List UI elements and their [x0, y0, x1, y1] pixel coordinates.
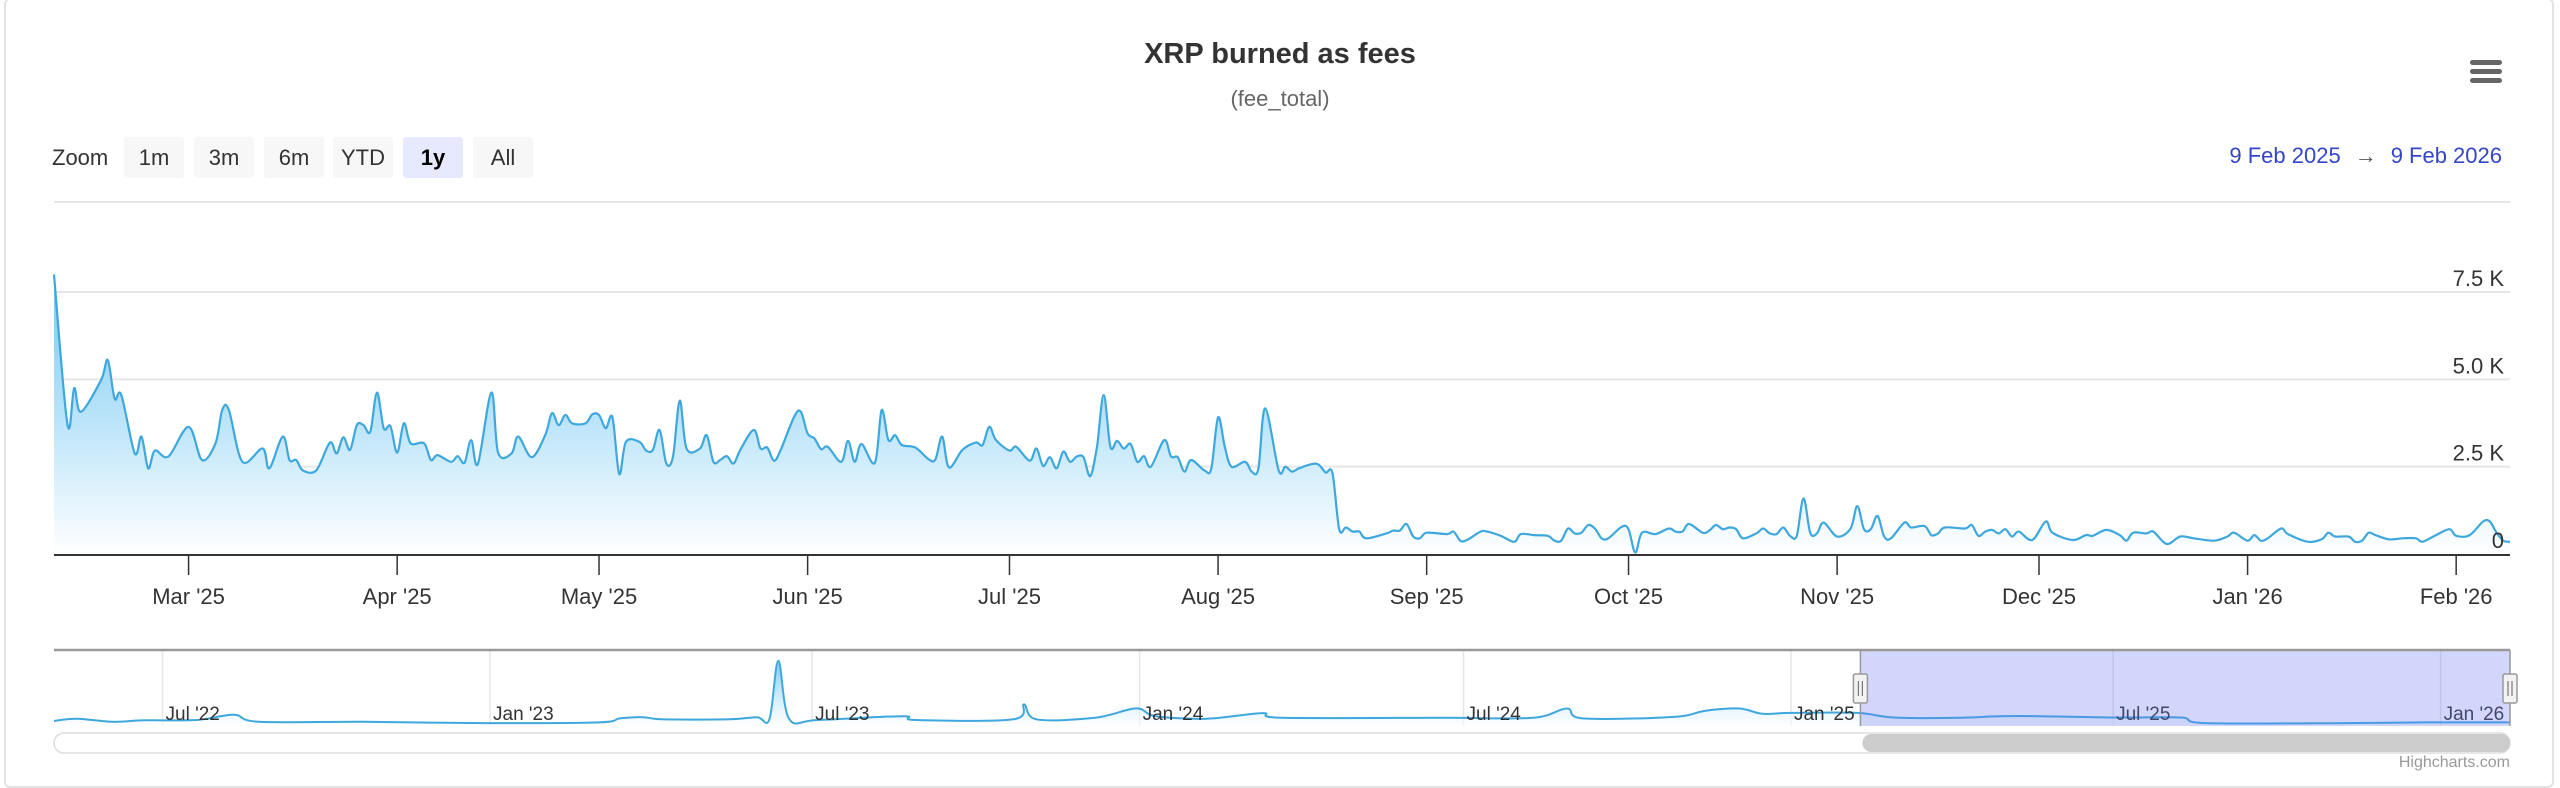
x-tick-label: Mar '25: [152, 584, 225, 609]
y-tick-label: 0: [2492, 528, 2504, 553]
x-tick-label: Jan '26: [2212, 584, 2282, 609]
x-tick-label: Aug '25: [1181, 584, 1255, 609]
navigator-selection-mask: [1860, 650, 2510, 726]
range-arrow: →: [2354, 143, 2377, 168]
y-tick-label: 2.5 K: [2453, 441, 2505, 466]
navigator-left-handle[interactable]: [1852, 673, 1869, 704]
x-tick-label: Dec '25: [2002, 584, 2076, 609]
series-area: [54, 274, 2510, 554]
x-tick-label: Sep '25: [1390, 584, 1464, 609]
navigator-tick-label: Jan '26: [2444, 704, 2505, 725]
zoom-1m-button[interactable]: 1m: [124, 137, 184, 178]
x-tick-label: Jun '25: [772, 584, 842, 609]
navigator-tick-label: Jul '24: [1467, 704, 1522, 725]
x-tick-label: Jul '25: [978, 584, 1041, 609]
navigator-tick-label: Jul '25: [2116, 704, 2170, 725]
series-line: [52, 274, 2511, 554]
date-range: 9 Feb 2025 → 9 Feb 2026: [2229, 143, 2502, 169]
zoom-6m-button[interactable]: 6m: [264, 137, 324, 178]
zoom-3m-button[interactable]: 3m: [194, 137, 254, 178]
range-from-input[interactable]: 9 Feb 2025: [2229, 143, 2341, 168]
x-tick-label: Oct '25: [1594, 584, 1663, 609]
chart-subtitle: (fee_total): [1230, 86, 1330, 111]
x-tick-label: May '25: [561, 584, 637, 609]
handle-grip-icon: [1852, 673, 1869, 704]
navigator-line: [53, 659, 2511, 725]
navigator-right-handle[interactable]: [2502, 673, 2518, 704]
navigator-tick-label: Jul '23: [815, 704, 869, 725]
zoom-1y-button[interactable]: 1y: [403, 137, 463, 178]
y-tick-label: 5.0 K: [2453, 353, 2505, 378]
highcharts-credit-link[interactable]: Highcharts.com: [2398, 754, 2510, 771]
x-tick-label: Apr '25: [363, 584, 432, 609]
navigator-tick-label: Jan '25: [1794, 704, 1855, 725]
x-tick-label: Feb '26: [2420, 584, 2493, 609]
x-tick-label: Nov '25: [1800, 584, 1874, 609]
navigator-tick-label: Jan '23: [493, 704, 554, 725]
navigator-tick-label: Jul '22: [166, 704, 220, 725]
zoom-label: Zoom: [52, 145, 109, 170]
hamburger-menu-icon[interactable]: [2470, 60, 2502, 86]
handle-grip-icon: [2502, 673, 2518, 704]
zoom-ytd-button[interactable]: YTD: [333, 137, 393, 178]
y-tick-label: 7.5 K: [2453, 266, 2505, 291]
range-to-input[interactable]: 9 Feb 2026: [2390, 143, 2502, 168]
navigator-tick-label: Jan '24: [1143, 704, 1204, 725]
scrollbar-thumb[interactable]: [1862, 734, 2510, 752]
zoom-all-button[interactable]: All: [473, 137, 533, 178]
chart-title: XRP burned as fees: [1144, 38, 1416, 70]
